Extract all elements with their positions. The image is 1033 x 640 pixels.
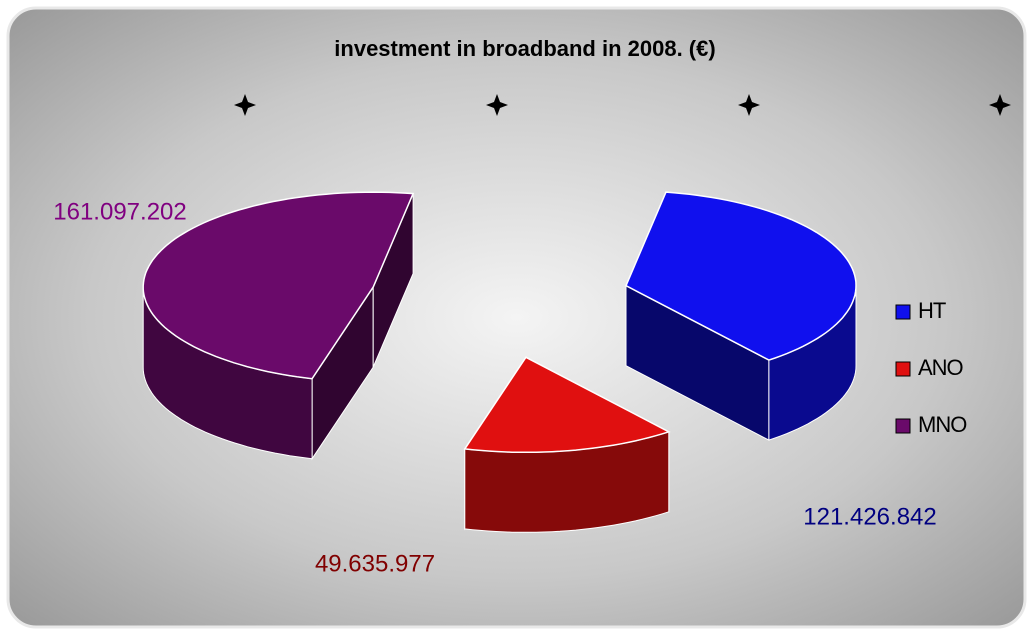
- data-label: 121.426.842: [803, 503, 936, 530]
- panel: [6, 6, 1027, 629]
- legend-swatch: [895, 304, 911, 320]
- legend-label: ANO: [918, 355, 964, 380]
- pie-slice: [142, 191, 415, 461]
- pie-slice: [463, 355, 671, 533]
- legend-label: MNO: [918, 412, 967, 437]
- legend-swatch: [895, 418, 911, 434]
- chart-title: investment in broadband in 2008. (€): [334, 36, 715, 61]
- slice-top: [463, 356, 671, 454]
- pie-slice: [625, 191, 857, 441]
- data-label: 161.097.202: [53, 198, 186, 225]
- slice-top: [625, 191, 857, 361]
- data-label: 49.635.977: [315, 550, 435, 577]
- decor-markers: [234, 94, 1011, 116]
- legend-swatch: [895, 361, 911, 377]
- slice-top: [142, 191, 415, 380]
- legend-label: HT: [918, 298, 946, 323]
